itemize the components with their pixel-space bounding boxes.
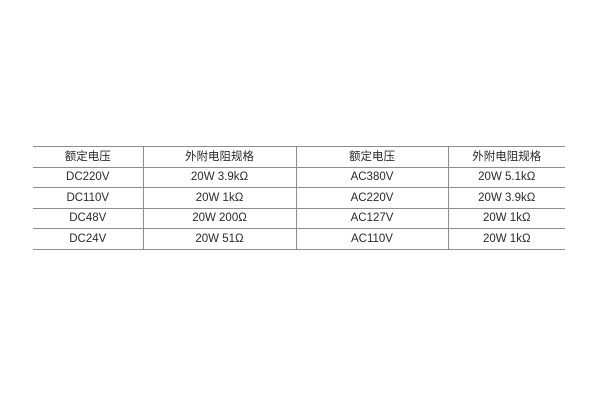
cell-dc-resistor: 20W 3.9kΩ (142, 166, 296, 189)
cell-dc-voltage: DC48V (33, 207, 143, 230)
cell-dc-resistor: 20W 1kΩ (142, 187, 296, 209)
cell-dc-resistor: 20W 200Ω (142, 207, 296, 230)
cell-ac-resistor: 20W 3.9kΩ (447, 187, 565, 209)
cell-ac-voltage: AC127V (295, 207, 448, 230)
cell-ac-resistor: 20W 1kΩ (447, 207, 565, 230)
cell-ac-resistor: 20W 5.1kΩ (447, 166, 565, 189)
column-header-dc-resistor: 外附电阻规格 (142, 146, 296, 168)
cell-ac-resistor: 20W 1kΩ (447, 228, 565, 250)
cell-dc-voltage: DC110V (33, 187, 143, 209)
table-row: DC48V 20W 200Ω AC127V 20W 1kΩ (33, 207, 565, 230)
table-row: DC24V 20W 51Ω AC110V 20W 1kΩ (33, 228, 565, 250)
cell-ac-voltage: AC110V (295, 228, 448, 250)
table-row: DC110V 20W 1kΩ AC220V 20W 3.9kΩ (33, 187, 565, 209)
cell-ac-voltage: AC380V (295, 166, 448, 189)
table-header-row: 额定电压 外附电阻规格 额定电压 外附电阻规格 (33, 146, 565, 168)
table-header: 额定电压 外附电阻规格 额定电压 外附电阻规格 (33, 146, 565, 168)
table-row: DC220V 20W 3.9kΩ AC380V 20W 5.1kΩ (33, 166, 565, 189)
table-body: DC220V 20W 3.9kΩ AC380V 20W 5.1kΩ DC110V… (33, 166, 565, 250)
voltage-resistor-table: 额定电压 外附电阻规格 额定电压 外附电阻规格 DC220V 20W 3.9kΩ… (33, 146, 565, 250)
cell-dc-resistor: 20W 51Ω (142, 228, 296, 250)
column-header-ac-voltage: 额定电压 (295, 146, 448, 168)
cell-ac-voltage: AC220V (295, 187, 448, 209)
column-header-dc-voltage: 额定电压 (33, 146, 143, 168)
cell-dc-voltage: DC220V (33, 166, 143, 189)
spec-table-container: 额定电压 外附电阻规格 额定电压 外附电阻规格 DC220V 20W 3.9kΩ… (33, 146, 565, 250)
column-header-ac-resistor: 外附电阻规格 (447, 146, 565, 168)
cell-dc-voltage: DC24V (33, 228, 143, 250)
